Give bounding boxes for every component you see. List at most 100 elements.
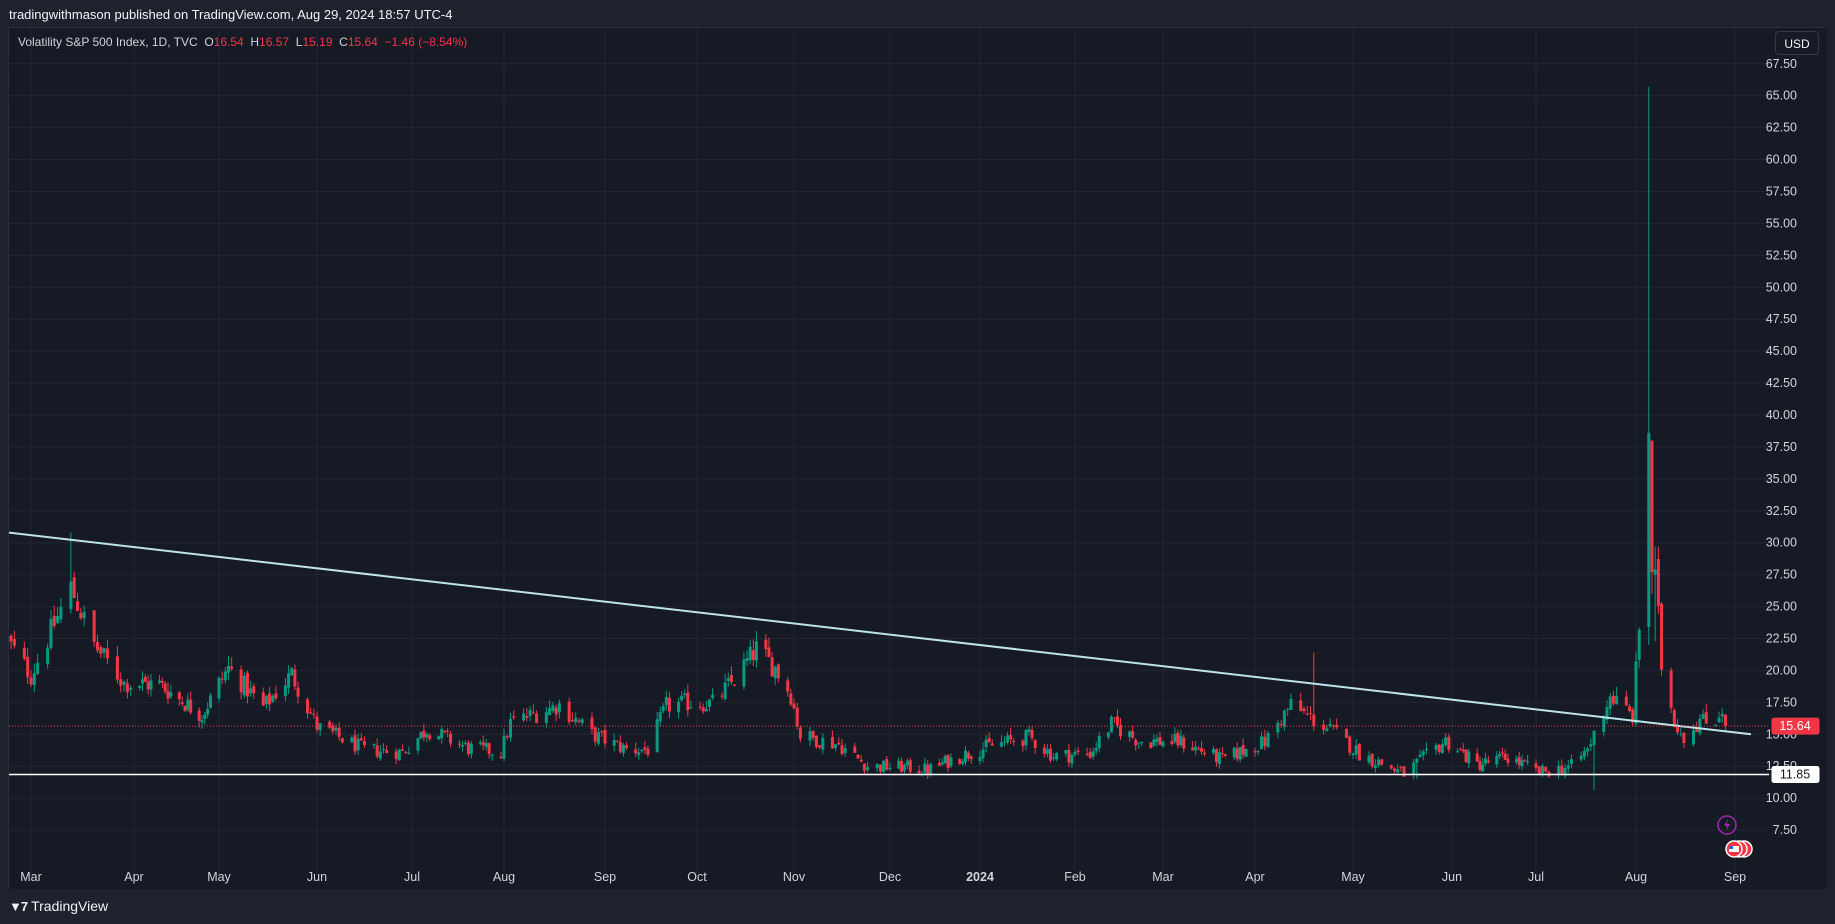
tradingview-logo[interactable]: ▼7 TradingView — [9, 898, 108, 914]
candle-body — [577, 720, 581, 722]
candle — [69, 532, 73, 614]
price-tick-label: 35.00 — [1766, 472, 1797, 486]
candle-body — [197, 710, 201, 721]
candle-body — [686, 692, 690, 711]
candle — [990, 739, 994, 746]
candle-body — [689, 707, 693, 709]
candle-body — [754, 641, 758, 661]
candle — [1611, 690, 1615, 706]
candle-body — [1717, 717, 1721, 723]
candle-body — [1566, 765, 1570, 769]
candle-body — [667, 697, 671, 712]
candle — [1656, 546, 1660, 615]
candle-body — [618, 741, 622, 752]
candle-body — [122, 681, 126, 685]
candle-body — [548, 707, 552, 716]
candle — [981, 742, 985, 763]
candle-body — [359, 738, 363, 741]
candle-body — [1579, 755, 1583, 760]
candle-body — [141, 679, 144, 684]
candle-body — [615, 741, 619, 743]
candle — [1495, 751, 1499, 768]
candle — [1467, 748, 1471, 769]
candle — [1232, 746, 1236, 760]
candle-body — [818, 745, 822, 748]
candle — [32, 663, 36, 693]
candle — [621, 742, 625, 757]
candle — [1557, 760, 1561, 779]
candle — [252, 683, 256, 699]
candle — [1305, 705, 1309, 716]
time-tick-label: Aug — [493, 870, 515, 884]
candle — [580, 717, 584, 727]
candle — [1566, 760, 1570, 774]
candle-body — [356, 738, 360, 751]
candle — [499, 751, 503, 759]
candle-body — [1653, 569, 1657, 575]
candle-body — [704, 709, 708, 712]
chart-pane[interactable]: 7.5010.0012.5015.0017.5020.0022.5025.002… — [8, 27, 1827, 890]
candle-body — [1238, 747, 1242, 760]
candle-body — [449, 733, 453, 744]
symbol-name[interactable]: Volatility S&P 500 Index, 1D, TVC — [18, 35, 198, 49]
candle — [683, 689, 687, 699]
price-tick-label: 42.50 — [1766, 376, 1797, 390]
candle — [293, 664, 297, 691]
candle-body — [984, 739, 988, 748]
candle — [590, 712, 594, 735]
candle — [1241, 738, 1245, 759]
candle — [217, 676, 221, 703]
candle-body — [1608, 696, 1612, 709]
candle — [567, 697, 571, 725]
candle-body — [1161, 741, 1165, 747]
candle-body — [385, 750, 389, 753]
candle — [478, 739, 482, 747]
last-price-label: 15.64 — [1779, 719, 1810, 733]
candle — [570, 712, 574, 723]
candle — [1030, 726, 1034, 741]
descending-trendline[interactable] — [9, 531, 1752, 736]
currency-button[interactable]: USD — [1775, 31, 1819, 55]
chart-canvas[interactable]: 7.5010.0012.5015.0017.5020.0022.5025.002… — [9, 28, 1827, 890]
candle — [1475, 748, 1479, 762]
candle — [177, 691, 181, 706]
lightning-icon[interactable] — [1717, 815, 1737, 835]
candle-body — [969, 756, 973, 760]
candle — [1520, 755, 1524, 770]
candle — [422, 724, 426, 742]
candle — [856, 754, 860, 760]
candle — [958, 757, 962, 765]
candle-body — [1484, 758, 1488, 764]
candle — [223, 666, 227, 684]
candle — [764, 633, 768, 657]
price-tick-label: 17.50 — [1766, 695, 1797, 709]
candle — [603, 724, 607, 749]
candle-body — [274, 693, 278, 699]
candle — [1676, 719, 1680, 735]
candle — [209, 692, 212, 709]
candle-body — [1182, 737, 1186, 749]
candle-body — [926, 764, 930, 775]
candle — [818, 745, 822, 750]
candle-body — [271, 695, 275, 702]
economic-events-icon[interactable] — [1725, 840, 1753, 858]
candle-body — [748, 646, 752, 661]
candle — [1653, 546, 1657, 642]
candle-body — [1634, 661, 1638, 724]
candle-body — [1679, 733, 1683, 735]
candle-body — [401, 749, 404, 751]
candle — [382, 743, 385, 754]
price-tick-label: 25.00 — [1766, 600, 1797, 614]
candle-body — [490, 754, 494, 757]
candle-body — [1520, 760, 1524, 767]
candle — [900, 757, 904, 773]
candle-body — [1421, 751, 1425, 756]
candle-body — [795, 707, 799, 727]
candle — [353, 729, 357, 755]
candle — [1048, 743, 1052, 763]
candle — [95, 634, 99, 653]
candle-body — [596, 732, 600, 744]
candle-body — [821, 737, 825, 750]
candle-body — [29, 677, 33, 685]
top-bar: tradingwithmason published on TradingVie… — [0, 0, 1835, 27]
